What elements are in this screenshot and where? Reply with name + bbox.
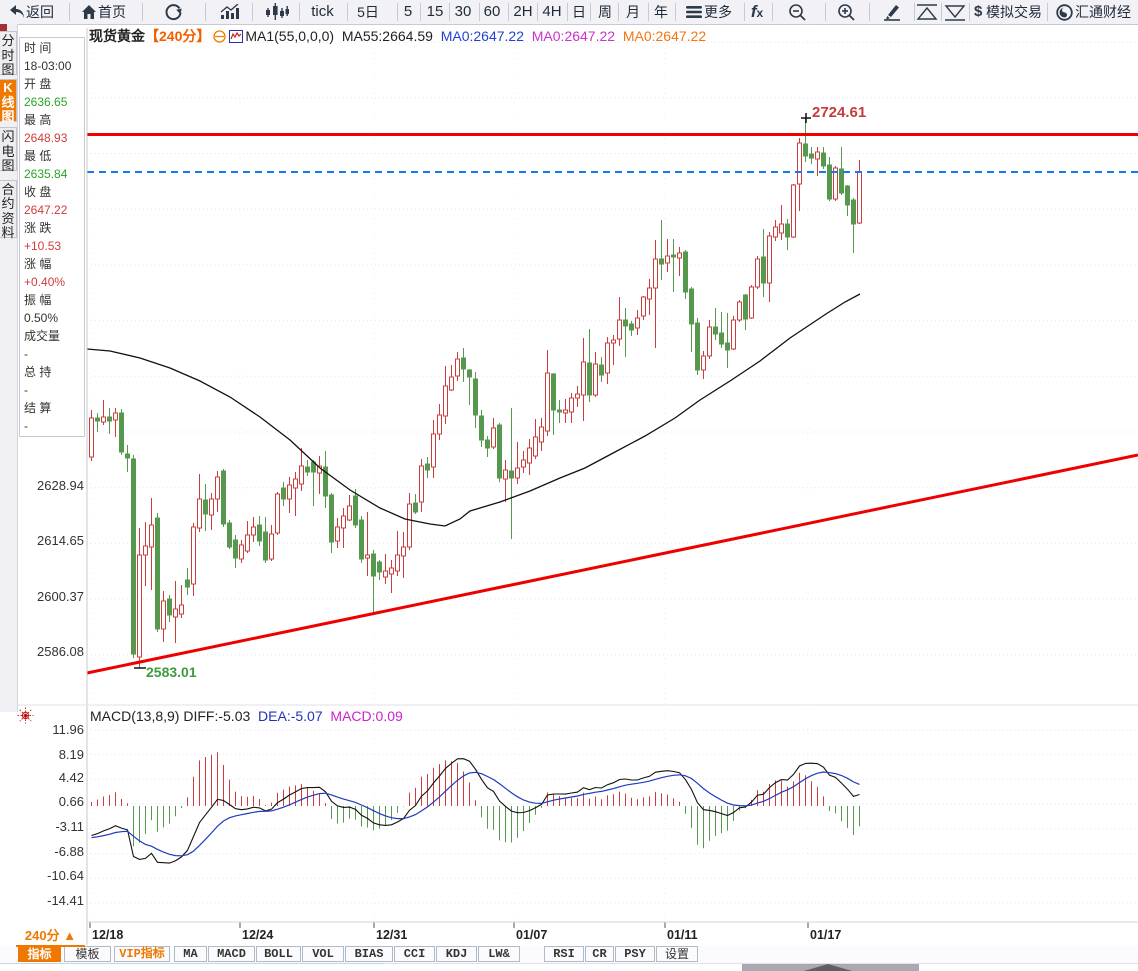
svg-text:0.66: 0.66: [59, 794, 84, 809]
svg-text:2614.65: 2614.65: [37, 533, 84, 548]
svg-text:8.19: 8.19: [59, 747, 84, 762]
svg-text:2628.94: 2628.94: [37, 478, 84, 493]
svg-text:-3.11: -3.11: [55, 819, 84, 834]
svg-text:11.96: 11.96: [52, 722, 84, 737]
svg-text:2600.37: 2600.37: [37, 589, 84, 604]
svg-text:2583.01: 2583.01: [146, 664, 197, 680]
svg-text:01/07: 01/07: [516, 928, 547, 942]
svg-text:2724.61: 2724.61: [812, 104, 866, 121]
svg-text:12/31: 12/31: [376, 928, 407, 942]
svg-text:-6.88: -6.88: [54, 844, 84, 859]
svg-text:-10.64: -10.64: [47, 868, 84, 883]
svg-text:-14.41: -14.41: [47, 893, 84, 908]
svg-text:2586.08: 2586.08: [37, 644, 84, 659]
svg-text:12/18: 12/18: [92, 928, 123, 942]
svg-text:01/11: 01/11: [667, 928, 698, 942]
svg-text:4.42: 4.42: [59, 770, 84, 785]
svg-text:01/17: 01/17: [810, 928, 841, 942]
svg-text:12/24: 12/24: [242, 928, 273, 942]
